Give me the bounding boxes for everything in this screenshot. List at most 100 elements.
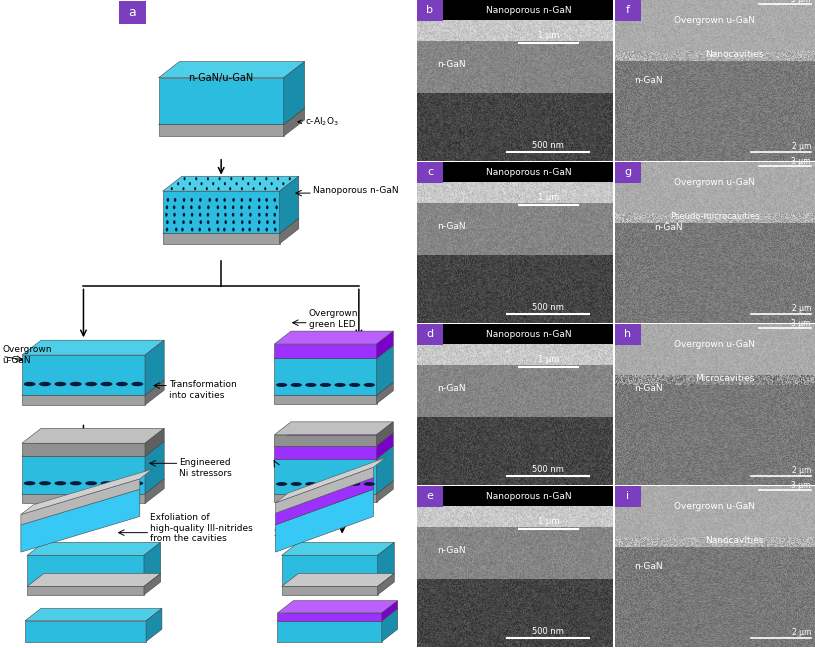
Bar [119, 1, 146, 24]
Ellipse shape [116, 481, 128, 485]
Circle shape [240, 198, 243, 202]
Circle shape [183, 213, 185, 216]
Polygon shape [22, 340, 164, 355]
Circle shape [247, 182, 249, 185]
Ellipse shape [86, 481, 97, 485]
Text: Overgrown u-GaN: Overgrown u-GaN [674, 502, 756, 511]
Circle shape [224, 213, 227, 216]
Circle shape [249, 220, 251, 224]
Polygon shape [277, 613, 381, 621]
Circle shape [182, 205, 184, 209]
Circle shape [232, 198, 235, 202]
Ellipse shape [55, 382, 66, 386]
Bar [417, 324, 613, 344]
Circle shape [217, 213, 219, 216]
Circle shape [223, 227, 226, 231]
Text: Nanocavities: Nanocavities [706, 536, 764, 545]
Circle shape [266, 177, 267, 180]
Circle shape [277, 177, 279, 180]
Circle shape [215, 198, 218, 202]
Circle shape [231, 213, 235, 216]
Circle shape [259, 182, 261, 185]
Polygon shape [277, 608, 398, 621]
Ellipse shape [363, 383, 375, 387]
Ellipse shape [363, 482, 375, 486]
Polygon shape [377, 433, 394, 459]
Polygon shape [22, 355, 145, 395]
Polygon shape [275, 422, 394, 435]
Circle shape [253, 177, 256, 180]
Polygon shape [275, 467, 373, 513]
Polygon shape [282, 573, 394, 586]
Ellipse shape [276, 383, 287, 387]
Circle shape [274, 213, 276, 216]
Polygon shape [277, 601, 398, 613]
Circle shape [258, 198, 261, 202]
Circle shape [266, 198, 268, 202]
Circle shape [258, 205, 261, 209]
Circle shape [196, 177, 197, 180]
Ellipse shape [276, 482, 287, 486]
Polygon shape [145, 441, 164, 494]
Text: n-GaN: n-GaN [654, 223, 683, 232]
Text: d: d [426, 329, 434, 340]
Text: Overgrown
green LED: Overgrown green LED [309, 309, 359, 329]
Ellipse shape [334, 383, 346, 387]
Circle shape [240, 205, 243, 209]
Circle shape [175, 227, 178, 231]
Text: 3 μm: 3 μm [791, 0, 811, 3]
Text: 3 μm: 3 μm [791, 157, 811, 165]
Circle shape [217, 227, 219, 231]
Polygon shape [145, 428, 164, 456]
Circle shape [177, 182, 179, 185]
Text: n-GaN/u-GaN: n-GaN/u-GaN [188, 73, 253, 83]
Text: Nanoporous n-GaN: Nanoporous n-GaN [486, 6, 571, 15]
Polygon shape [22, 395, 145, 405]
Circle shape [199, 198, 201, 202]
Circle shape [183, 187, 184, 191]
Polygon shape [282, 586, 377, 595]
Text: g: g [624, 167, 631, 178]
Text: 1 μm: 1 μm [538, 32, 559, 40]
Polygon shape [145, 340, 164, 395]
Circle shape [174, 213, 176, 216]
Polygon shape [275, 459, 377, 494]
Polygon shape [22, 479, 164, 494]
Circle shape [191, 227, 193, 231]
Circle shape [274, 227, 276, 231]
Circle shape [232, 220, 235, 224]
Circle shape [224, 220, 227, 224]
Circle shape [266, 213, 268, 216]
Text: n-GaN: n-GaN [437, 546, 465, 555]
Text: Pseudo-microcavities: Pseudo-microcavities [670, 212, 760, 221]
Circle shape [199, 213, 201, 216]
Ellipse shape [319, 482, 331, 486]
Text: 500 nm: 500 nm [532, 141, 564, 150]
Polygon shape [27, 555, 144, 586]
Circle shape [183, 220, 185, 224]
Polygon shape [163, 191, 280, 233]
Circle shape [232, 205, 235, 209]
Polygon shape [21, 469, 152, 515]
Polygon shape [145, 479, 164, 503]
Ellipse shape [291, 383, 302, 387]
Ellipse shape [319, 383, 331, 387]
Circle shape [200, 220, 202, 224]
Circle shape [191, 213, 193, 216]
Circle shape [183, 177, 186, 180]
Circle shape [173, 220, 175, 224]
Circle shape [198, 205, 200, 209]
Circle shape [266, 205, 268, 209]
Ellipse shape [334, 482, 346, 486]
Circle shape [207, 220, 209, 224]
Polygon shape [377, 573, 394, 595]
Polygon shape [22, 380, 164, 395]
Text: Nanocavities: Nanocavities [706, 50, 764, 59]
Text: Nanoporous n-GaN: Nanoporous n-GaN [486, 168, 571, 177]
Polygon shape [377, 422, 394, 446]
Circle shape [240, 213, 243, 216]
Polygon shape [159, 78, 284, 124]
Text: n-GaN: n-GaN [437, 222, 465, 231]
Polygon shape [144, 573, 161, 595]
Bar [417, 486, 613, 506]
